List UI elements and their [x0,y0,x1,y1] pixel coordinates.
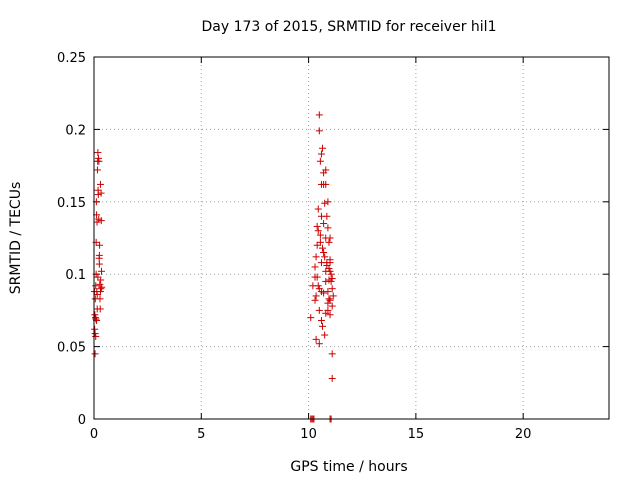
data-point [95,157,103,165]
data-point [326,259,334,267]
data-point [97,285,105,293]
data-point [312,292,320,300]
data-point [311,263,319,271]
y-tick-label: 0.25 [57,51,86,66]
data-point [321,253,329,261]
data-point [320,220,328,228]
y-tick-label: 0.2 [65,123,86,138]
data-point [329,292,337,300]
data-point [95,251,103,259]
data-point [319,244,327,252]
data-point [321,199,329,207]
x-tick-label: 15 [408,427,425,442]
data-point [315,340,323,348]
data-point [328,275,336,283]
data-point [317,259,325,267]
x-tick-label: 5 [197,427,205,442]
data-point [311,273,319,281]
data-point [312,253,320,261]
data-point [315,127,323,135]
data-point [325,238,333,246]
data-point [95,260,103,268]
data-point [94,273,102,281]
y-tick-label: 0.15 [57,196,86,211]
data-point [315,306,323,314]
data-point [316,238,324,246]
data-point [93,218,101,226]
data-point [328,302,336,310]
x-tick-label: 10 [300,427,317,442]
axis-ticks: 0 5 10 15 20 0 0.05 0.1 0.15 0.2 0.25 [57,51,609,442]
data-point [93,290,101,298]
plot-frame [93,56,610,420]
data-point [98,267,106,275]
data-point [314,227,322,235]
data-point [92,315,100,323]
x-tick-label: 0 [90,427,98,442]
chart-title: Day 173 of 2015, SRMTID for receiver hil… [202,19,497,35]
data-point [98,283,106,291]
data-point [317,150,325,158]
data-point [316,231,324,239]
data-point [320,289,328,297]
data-point [320,248,328,256]
data-point [326,311,334,319]
data-point [311,296,319,304]
data-point [96,180,104,188]
data-point [314,205,322,213]
grid-lines [94,57,609,419]
data-point [317,317,325,325]
data-point [319,144,327,152]
data-point [324,306,332,314]
x-tick-label: 20 [515,427,532,442]
data-point [319,322,327,330]
data-point [322,166,330,174]
data-point [313,222,321,230]
data-point [316,157,324,165]
data-point [317,212,325,220]
data-point [326,296,334,304]
data-points [90,111,337,423]
data-point [313,241,321,249]
data-point [324,224,332,232]
data-point [326,267,334,275]
data-point [328,285,336,293]
data-point [96,241,104,249]
y-tick-label: 0.1 [65,268,86,283]
data-point [324,288,332,296]
data-point [91,350,99,358]
data-point [312,335,320,343]
data-point [325,295,333,303]
data-point [91,330,99,338]
data-point [96,295,104,303]
data-point [328,350,336,358]
data-point [94,149,102,157]
data-point [307,314,315,322]
data-point [322,180,330,188]
data-point [324,198,332,206]
data-point [96,305,104,313]
data-point [323,262,331,270]
data-point [314,282,322,290]
data-point [97,217,105,225]
data-point [327,270,335,278]
y-axis-label: SRMTID / TECUs [8,182,24,295]
y-tick-label: 0 [78,413,86,428]
data-point [92,282,100,290]
data-point [328,374,336,382]
data-point [97,189,105,197]
y-tick-label: 0.05 [57,341,86,356]
data-point [93,166,101,174]
data-point [315,111,323,119]
data-point [91,311,99,319]
data-point [322,234,330,242]
data-point [92,332,100,340]
x-axis-label: GPS time / hours [290,459,407,475]
data-point [321,331,329,339]
data-point [325,276,333,284]
